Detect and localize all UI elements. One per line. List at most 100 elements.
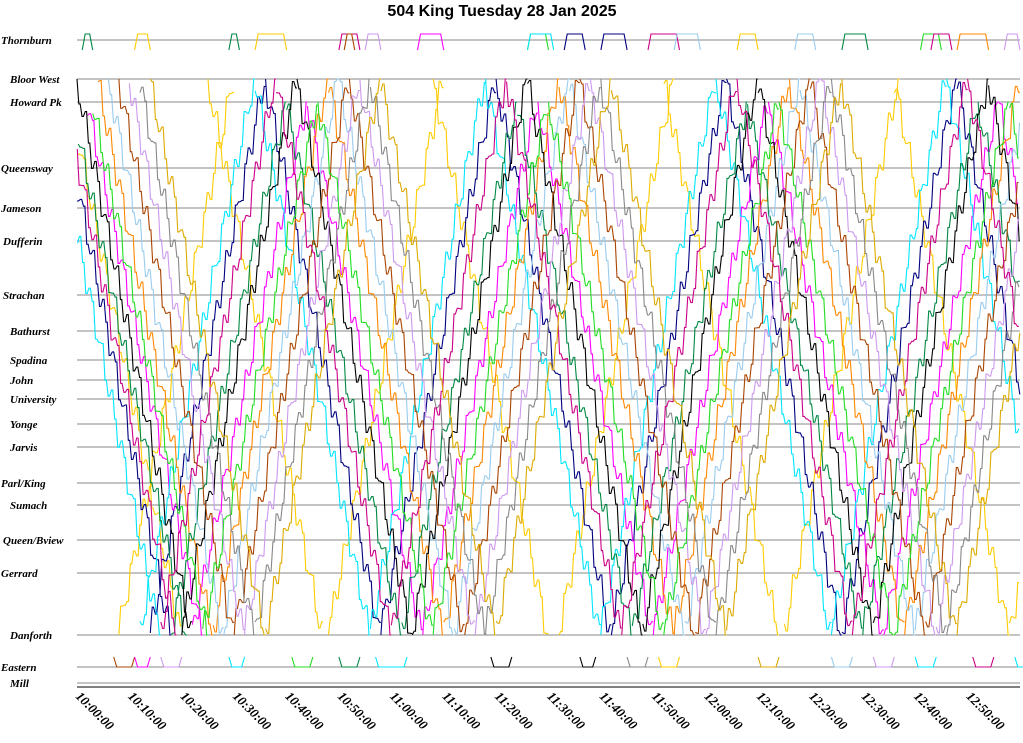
vehicle-run [506, 81, 622, 629]
stop-label: Sumach [10, 500, 47, 512]
vehicle-run [705, 78, 821, 636]
vehicle-run [118, 78, 235, 623]
vehicle-run [663, 103, 779, 636]
vehicle-run [783, 78, 900, 632]
vehicle-run [998, 102, 1019, 204]
loop-run [375, 656, 408, 668]
vehicle-run [652, 105, 769, 636]
vehicle-run [207, 78, 324, 629]
vehicle-run [715, 86, 832, 636]
stop-label: University [10, 394, 57, 406]
loop-run [830, 656, 853, 668]
stop-label: Parl/King [1, 478, 46, 490]
vehicle-traces [76, 33, 1023, 668]
time-tick-label: 12:20:00 [806, 689, 851, 734]
vehicle-run [1008, 103, 1020, 159]
vehicle-run [935, 219, 1020, 634]
loop-run [1003, 33, 1021, 51]
vehicle-run [495, 78, 612, 624]
stop-label: Jameson [0, 203, 41, 215]
vehicle-run [401, 101, 518, 630]
vehicle-run [547, 101, 664, 630]
vehicle-run [77, 235, 161, 636]
vehicle-run [694, 78, 811, 634]
vehicle-run [914, 122, 1021, 631]
vehicle-run [841, 78, 958, 634]
vehicle-run [485, 87, 601, 635]
stop-label: Danforth [9, 630, 52, 642]
vehicle-run [338, 78, 455, 636]
time-tick-label: 12:40:00 [911, 689, 956, 734]
time-tick-label: 10:00:00 [73, 689, 118, 734]
vehicle-run [726, 83, 842, 631]
loop-run [291, 656, 314, 668]
loop-run [757, 656, 780, 668]
vehicle-run [527, 79, 643, 636]
vehicle-run [1008, 582, 1020, 624]
loop-run [526, 33, 550, 51]
vehicle-run [181, 80, 297, 636]
stop-label: Eastern [0, 662, 36, 674]
time-tick-label: 10:50:00 [335, 689, 380, 734]
vehicle-run [642, 78, 759, 632]
loop-run [972, 656, 995, 668]
vehicle-run [967, 78, 1019, 327]
loop-run [228, 656, 246, 668]
vehicle-run [296, 78, 413, 634]
vehicle-run [862, 113, 979, 636]
vehicle-run [443, 78, 559, 623]
vehicle-run [474, 82, 591, 636]
time-tick-label: 11:30:00 [544, 689, 588, 733]
loop-run [338, 33, 361, 51]
vehicle-run [851, 81, 968, 636]
vehicle-run [747, 104, 863, 629]
stop-label: Yonge [10, 419, 38, 431]
vehicle-run [589, 78, 706, 634]
chart-title: 504 King Tuesday 28 Jan 2025 [387, 3, 616, 20]
vehicle-run [233, 87, 350, 636]
vehicle-run [244, 89, 360, 636]
vehicle-run [726, 78, 842, 636]
vehicle-run [139, 78, 256, 626]
loop-run [919, 33, 942, 51]
vehicle-run [212, 78, 329, 633]
vehicle-run [254, 78, 371, 623]
vehicle-run [77, 153, 182, 627]
vehicle-run [432, 114, 549, 636]
vehicle-run [830, 80, 947, 636]
vehicle-run [254, 90, 371, 636]
loop-run [113, 656, 136, 668]
vehicle-run [422, 112, 538, 636]
vehicle-run [202, 104, 318, 630]
time-tick-label: 10:10:00 [125, 689, 170, 734]
vehicle-run [149, 78, 266, 636]
loop-run [841, 33, 869, 51]
vehicle-run [348, 78, 465, 633]
time-tick-label: 11:20:00 [492, 689, 536, 733]
vehicle-run [537, 101, 654, 626]
time-tick-labels: 10:00:00 10:10:00 10:20:00 10:30:00 10:40:00… [73, 689, 1008, 734]
stop-label: Gerrard [1, 568, 38, 580]
time-tick-label: 12:50:00 [963, 689, 1008, 734]
loop-run [134, 33, 151, 51]
vehicle-run [390, 78, 507, 626]
vehicle-run [946, 281, 1020, 636]
vehicle-run [904, 85, 1020, 636]
vehicle-run [757, 88, 874, 636]
vehicle-run [369, 82, 486, 629]
loop-run [416, 33, 445, 51]
vehicle-run [306, 105, 423, 631]
loop-run [794, 33, 817, 51]
vehicle-run [76, 148, 177, 636]
loop-run [364, 33, 382, 51]
stop-label: Queen/Bview [3, 535, 64, 547]
vehicle-run [77, 143, 187, 636]
vehicle-run [359, 78, 476, 625]
loop-run [647, 33, 681, 51]
loop-run [872, 656, 895, 668]
time-tick-label: 12:10:00 [754, 689, 799, 734]
vehicle-run [872, 78, 989, 624]
time-tick-label: 11:00:00 [387, 689, 431, 733]
vehicle-run [893, 88, 1010, 636]
time-tick-label: 10:20:00 [178, 689, 223, 734]
